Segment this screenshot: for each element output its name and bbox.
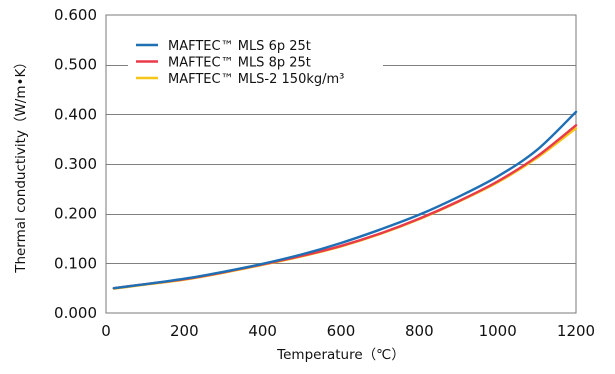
series-line-3 [112,127,578,290]
x-tick-label: 1200 [557,322,595,340]
y-tick-labels: 0.000 0.100 0.200 0.300 0.400 0.500 0.600 [54,6,97,322]
series-line-1 [112,110,578,290]
y-tick-label: 0.000 [54,304,97,322]
y-tick-label: 0.500 [54,56,97,74]
y-tick-label: 0.600 [54,6,97,24]
y-tick-label: 0.200 [54,205,97,223]
series-lines [112,110,578,290]
y-tick-label: 0.100 [54,254,97,272]
x-tick-labels: 0 200 400 600 800 1000 1200 [101,322,595,340]
x-tick-label: 400 [248,322,277,340]
legend-label-3: MAFTEC™ MLS-2 150kg/m³ [168,72,344,87]
legend-label-2: MAFTEC™ MLS 8p 25t [168,56,311,71]
x-axis-title: Temperature（℃） [276,347,405,363]
x-tick-label: 600 [327,322,356,340]
x-tick-label: 0 [101,322,111,340]
legend-label-1: MAFTEC™ MLS 6p 25t [168,39,311,54]
gridlines [106,65,576,264]
legend-background [128,29,383,93]
x-tick-label: 800 [405,322,434,340]
y-tick-label: 0.300 [54,155,97,173]
plot-frame [105,14,577,314]
legend: MAFTEC™ MLS 6p 25t MAFTEC™ MLS 8p 25tMAFT… [128,29,383,93]
y-axis-title: Thermal conductivity（W/m•K） [13,55,29,274]
y-tick-label: 0.400 [54,105,97,123]
x-tick-label: 1000 [479,322,517,340]
x-tick-label: 200 [170,322,199,340]
